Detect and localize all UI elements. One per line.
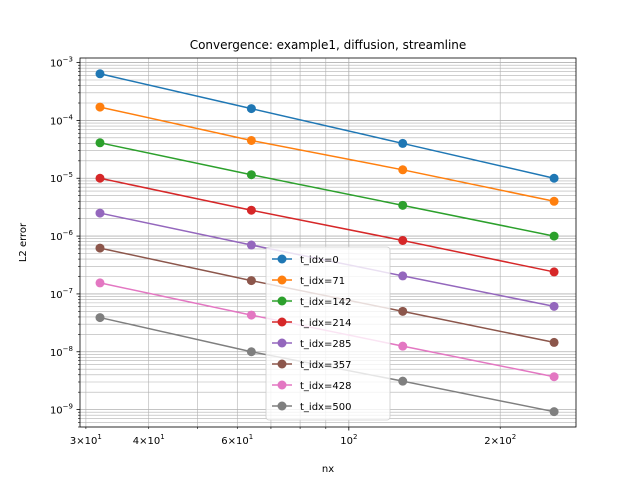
y-tick-label: 10−4 — [50, 113, 74, 127]
legend: t_idx=0 t_idx=71 t_idx=142 t_idx=214 t_idx=2… — [265, 246, 391, 421]
data-point — [549, 267, 559, 277]
legend-label: t_idx=500 — [300, 402, 351, 413]
axes-frame — [79, 57, 577, 428]
data-point — [549, 372, 559, 382]
series-line-0 — [99, 73, 555, 179]
data-point — [246, 310, 256, 320]
legend-label: t_idx=142 — [300, 297, 351, 308]
legend-label: t_idx=285 — [300, 339, 351, 350]
data-point — [95, 102, 105, 112]
data-point — [246, 240, 256, 250]
data-point — [398, 341, 408, 351]
x-tick-label: 3×101 — [70, 433, 102, 447]
data-point — [95, 138, 105, 148]
data-point — [398, 376, 408, 386]
data-point — [95, 208, 105, 218]
data-point — [95, 243, 105, 253]
legend-label: t_idx=357 — [300, 360, 351, 371]
series-line-3 — [99, 177, 555, 273]
series-line-2 — [99, 142, 555, 237]
legend-marker — [277, 317, 287, 327]
legend-label: t_idx=214 — [300, 318, 351, 329]
y-tick-label: 10−6 — [50, 229, 74, 243]
data-point — [246, 276, 256, 286]
data-point — [398, 138, 408, 148]
y-axis-label: L2 error — [18, 222, 29, 262]
legend-marker — [277, 296, 287, 306]
data-point — [398, 235, 408, 245]
data-point — [398, 200, 408, 210]
data-point — [95, 69, 105, 79]
data-point — [549, 231, 559, 241]
x-tick-label: 4×101 — [133, 433, 165, 447]
data-point — [246, 170, 256, 180]
data-point — [398, 271, 408, 281]
data-point — [246, 135, 256, 145]
legend-marker — [277, 338, 287, 348]
legend-label: t_idx=71 — [300, 276, 345, 287]
data-point — [549, 301, 559, 311]
data-point — [246, 347, 256, 357]
y-tick-label: 10−9 — [50, 403, 73, 417]
data-point — [95, 278, 105, 288]
data-point — [549, 173, 559, 183]
y-tick-label: 10−8 — [50, 345, 73, 359]
data-point — [549, 196, 559, 206]
y-tick-label: 10−3 — [50, 56, 73, 70]
chart-title: Convergence: example1, diffusion, stream… — [190, 38, 467, 52]
data-point — [95, 173, 105, 183]
x-axis-label: nx — [322, 464, 334, 475]
y-tick-label: 10−7 — [50, 287, 73, 301]
legend-marker — [277, 380, 287, 390]
y-tick-label: 10−5 — [50, 171, 73, 185]
x-tick-label: 102 — [340, 433, 357, 447]
legend-label: t_idx=428 — [300, 381, 351, 392]
series-line-1 — [99, 106, 555, 202]
data-point — [398, 306, 408, 316]
ticks: 3×101 4×101 6×101 102 2×102 10−3 10−4 10−5 10−6 1… — [50, 56, 516, 447]
data-point — [398, 165, 408, 175]
data-point — [246, 104, 256, 114]
data-point — [246, 205, 256, 215]
legend-marker — [277, 359, 287, 369]
legend-label: t_idx=0 — [300, 255, 339, 266]
legend-marker — [277, 254, 287, 264]
data-point — [95, 313, 105, 323]
legend-marker — [277, 401, 287, 411]
data-point — [549, 337, 559, 347]
legend-box — [265, 246, 391, 421]
x-tick-label: 2×102 — [484, 433, 516, 447]
x-tick-label: 6×101 — [221, 433, 253, 447]
data-point — [549, 407, 559, 417]
legend-marker — [277, 275, 287, 285]
